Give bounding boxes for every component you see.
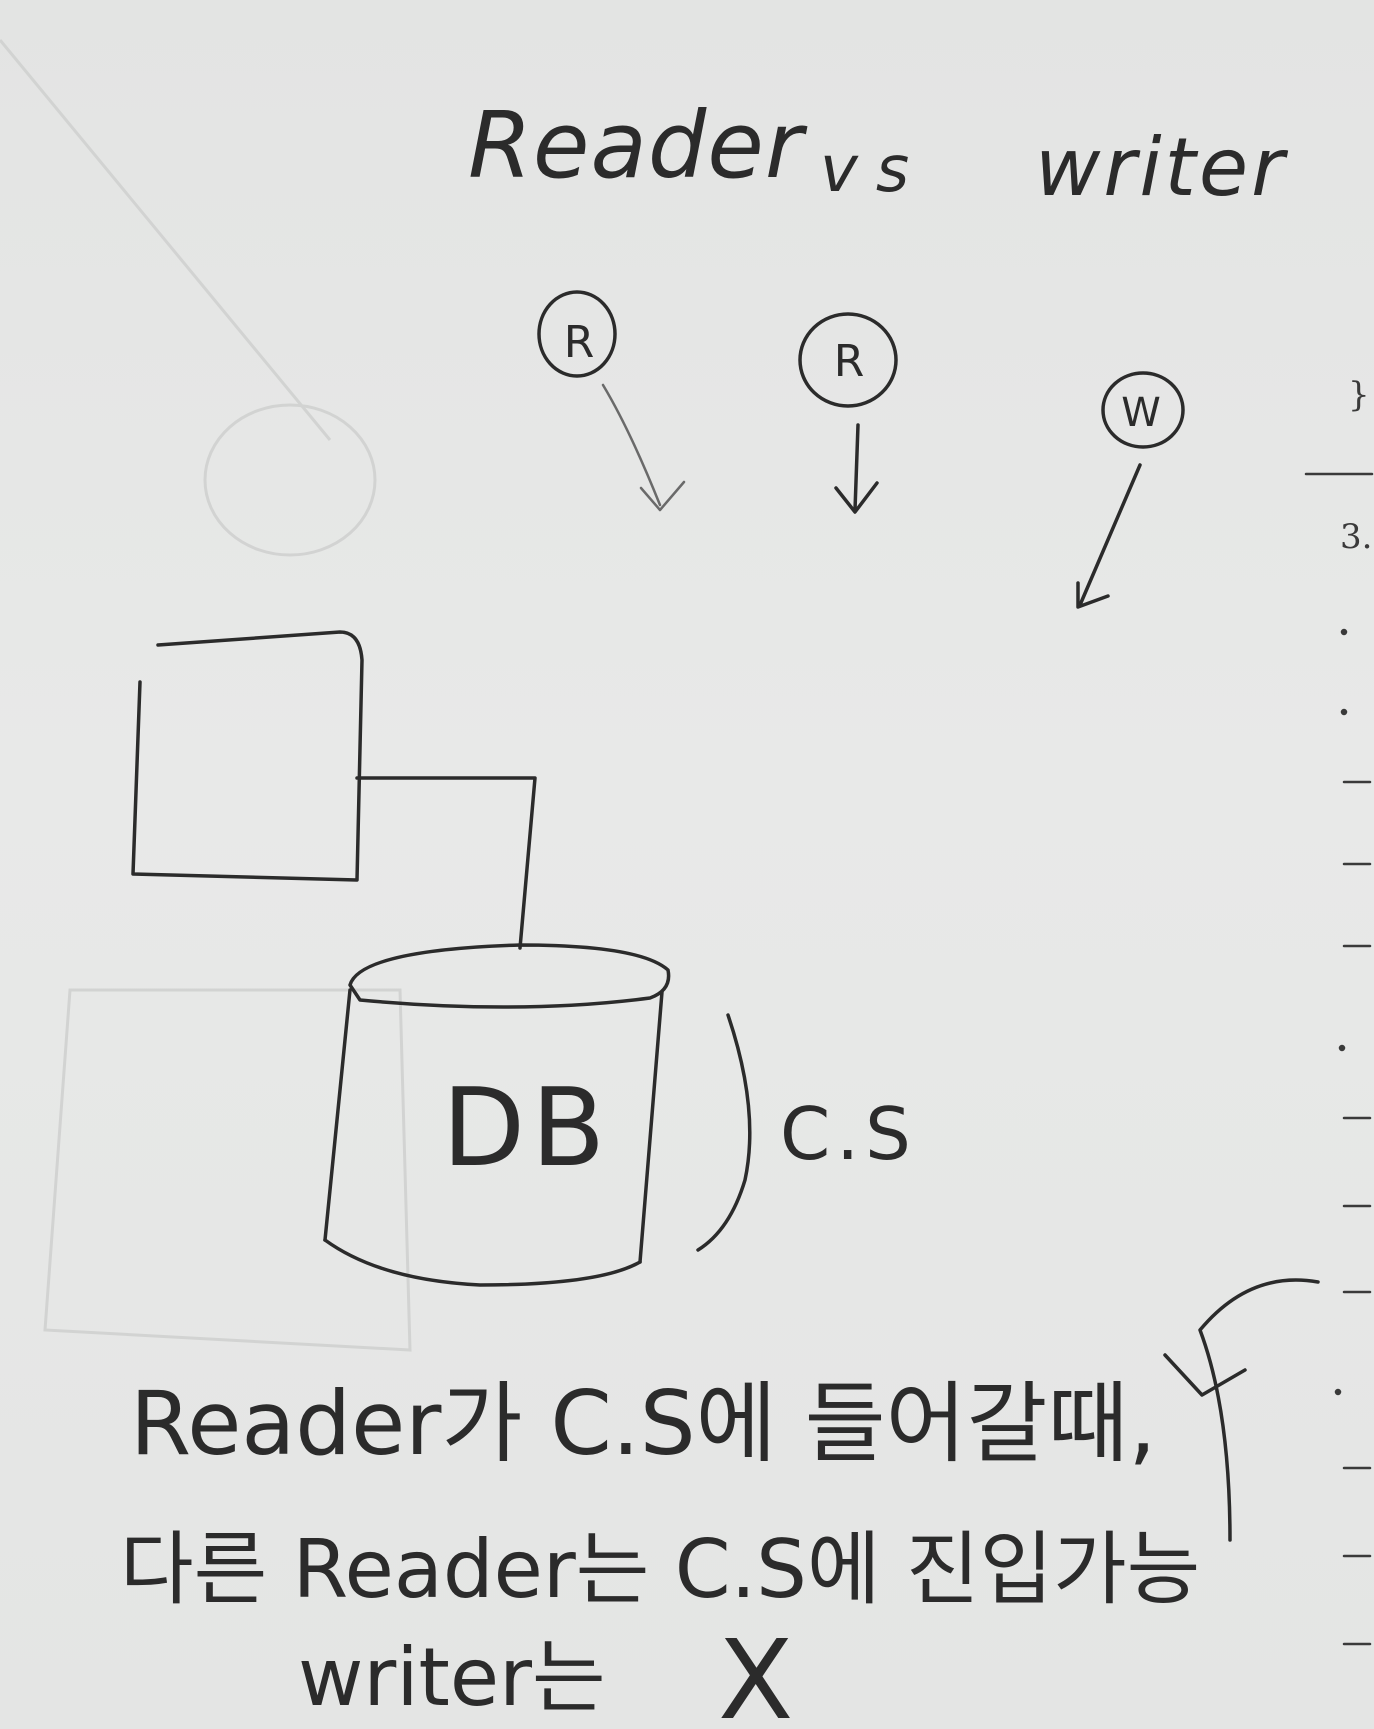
ghost-line xyxy=(0,39,332,441)
reader-node-label-1: R xyxy=(563,317,595,368)
note-pointer-arrow xyxy=(1163,1278,1320,1542)
title-writer: writer xyxy=(1035,121,1288,214)
reader-node-circle-2 xyxy=(798,312,898,408)
note-line-2: 다른 Reader는 C.S에 진입가능 xyxy=(120,1523,1201,1616)
reader-node-label-2: R xyxy=(833,336,865,387)
connector-line xyxy=(355,776,537,950)
note-line-1: Reader가 C.S에 들어갈때, xyxy=(130,1372,1157,1475)
reader-arrow-2 xyxy=(834,423,879,514)
critical-section-bracket xyxy=(696,1013,752,1252)
show-through-marks xyxy=(0,39,412,1352)
writer-arrow xyxy=(1076,463,1142,609)
margin-marks xyxy=(1304,472,1374,1646)
margin-dot xyxy=(1334,1388,1342,1396)
critical-section-label: C.S xyxy=(780,1092,917,1176)
title-reader: Reader xyxy=(468,92,804,199)
reader-node-circle-1 xyxy=(537,290,617,378)
margin-dot xyxy=(1340,708,1348,716)
writer-node-label: W xyxy=(1121,390,1161,436)
title-vs: vs xyxy=(820,133,928,207)
ghost-circle xyxy=(203,403,377,557)
db-label: DB xyxy=(442,1066,612,1191)
margin-brace: } xyxy=(1348,375,1370,415)
writer-node-circle xyxy=(1101,371,1185,449)
margin-number: 3. xyxy=(1340,517,1373,557)
note-cross-mark: X xyxy=(718,1616,794,1729)
margin-dot xyxy=(1340,628,1348,636)
margin-dot xyxy=(1338,1044,1346,1052)
client-box xyxy=(131,630,364,882)
note-line-3: writer는 xyxy=(298,1631,606,1724)
reader-arrow-1 xyxy=(601,383,686,512)
db-cylinder xyxy=(323,943,671,1287)
ghost-rectangle xyxy=(43,988,412,1352)
